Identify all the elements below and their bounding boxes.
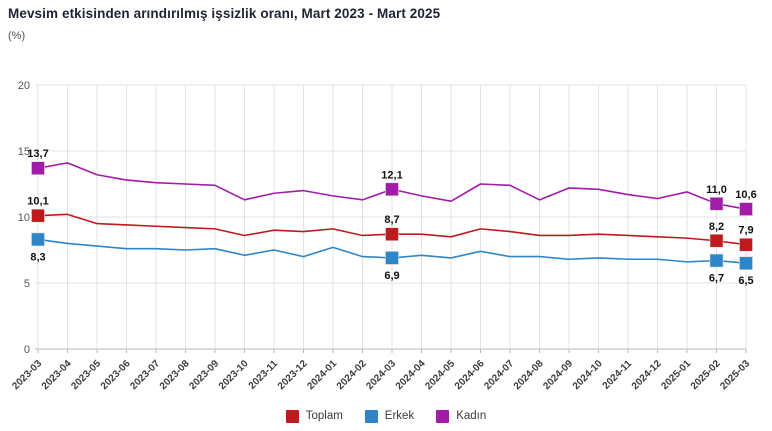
svg-text:2023-03: 2023-03 <box>10 358 44 392</box>
x-grid-and-ticks: 2023-032023-042023-052023-062023-072023-… <box>10 85 752 392</box>
svg-text:2023-04: 2023-04 <box>40 358 74 392</box>
marker-kadın <box>31 161 45 175</box>
marker-kadın <box>385 182 399 197</box>
erkek-swatch-icon <box>364 409 378 423</box>
svg-text:2024-06: 2024-06 <box>453 358 487 392</box>
legend-label-kadin: Kadın <box>456 410 487 422</box>
svg-text:20: 20 <box>18 80 30 92</box>
svg-text:2024-01: 2024-01 <box>305 358 339 392</box>
legend-item-kadin[interactable]: Kadın <box>436 409 487 423</box>
svg-text:2025-02: 2025-02 <box>689 358 723 392</box>
svg-text:10: 10 <box>18 212 30 224</box>
legend-item-toplam[interactable]: Toplam <box>285 409 343 423</box>
marker-toplam <box>709 233 724 248</box>
svg-text:2023-09: 2023-09 <box>187 358 221 392</box>
legend-label-erkek: Erkek <box>384 410 415 422</box>
marker-toplam <box>385 227 399 241</box>
marker-erkek <box>385 251 399 265</box>
data-label: 12,1 <box>381 169 402 181</box>
legend-item-erkek[interactable]: Erkek <box>364 409 415 423</box>
data-label: 13,7 <box>27 148 48 160</box>
svg-text:5: 5 <box>24 278 30 290</box>
marker-toplam <box>739 237 753 252</box>
svg-text:2023-05: 2023-05 <box>69 358 103 392</box>
data-label: 10,1 <box>27 196 48 208</box>
marker-erkek <box>739 256 753 271</box>
chart-plot-area: 051015202023-032023-042023-052023-062023… <box>10 80 757 392</box>
svg-text:2023-10: 2023-10 <box>217 358 251 392</box>
data-label: 7,9 <box>738 225 753 237</box>
toplam-swatch-icon <box>285 409 299 423</box>
svg-text:2024-03: 2024-03 <box>364 358 398 392</box>
svg-text:15: 15 <box>18 146 30 158</box>
data-label: 6,7 <box>709 273 724 285</box>
svg-text:2024-09: 2024-09 <box>541 358 575 392</box>
legend-label-toplam: Toplam <box>305 410 343 422</box>
svg-text:2024-05: 2024-05 <box>423 358 457 392</box>
marker-erkek <box>709 253 724 268</box>
svg-text:2024-02: 2024-02 <box>335 358 369 392</box>
data-label: 8,3 <box>30 251 45 263</box>
data-label: 11,0 <box>706 184 727 196</box>
data-label: 10,6 <box>735 189 756 201</box>
svg-text:2023-12: 2023-12 <box>276 358 310 392</box>
marker-erkek <box>31 232 45 247</box>
marker-toplam <box>31 208 45 223</box>
data-label: 6,5 <box>738 275 753 287</box>
svg-text:2023-08: 2023-08 <box>158 358 192 392</box>
svg-text:2025-03: 2025-03 <box>718 358 752 392</box>
svg-text:2023-07: 2023-07 <box>128 358 162 392</box>
svg-text:2024-11: 2024-11 <box>601 358 635 392</box>
data-label: 6,9 <box>384 270 399 282</box>
series-erkek: 8,3 6,9 6,7 6,5 <box>30 232 754 287</box>
svg-text:2024-10: 2024-10 <box>571 358 605 392</box>
svg-text:2025-01: 2025-01 <box>659 358 693 392</box>
svg-text:2024-07: 2024-07 <box>482 358 516 392</box>
svg-text:2024-04: 2024-04 <box>394 358 428 392</box>
data-label: 8,2 <box>709 221 724 233</box>
series-toplam: 10,1 8,7 8,2 7,9 <box>27 196 754 252</box>
svg-text:2024-08: 2024-08 <box>512 358 546 392</box>
chart-legend: Toplam Erkek Kadın <box>0 405 772 427</box>
kadin-swatch-icon <box>436 409 450 423</box>
marker-kadın <box>709 197 724 211</box>
series-kadın: 13,7 12,1 11,0 10,6 <box>27 148 757 216</box>
svg-text:2023-11: 2023-11 <box>247 358 281 392</box>
svg-text:2024-12: 2024-12 <box>630 358 664 392</box>
marker-kadın <box>739 202 753 216</box>
svg-text:2023-06: 2023-06 <box>99 358 133 392</box>
chart-title: Mevsim etkisinden arındırılmış işsizlik … <box>8 6 441 21</box>
unit-label: (%) <box>8 30 26 42</box>
data-label: 8,7 <box>384 214 399 226</box>
svg-text:0: 0 <box>24 344 30 356</box>
